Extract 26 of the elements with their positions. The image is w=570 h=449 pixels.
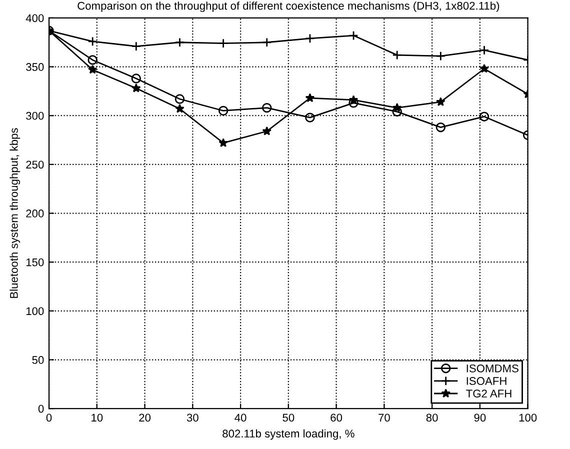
- x-tick-label: 0: [46, 414, 52, 422]
- x-tick-label: 90: [474, 414, 486, 422]
- legend-label: ISOAFH: [466, 377, 506, 385]
- legend-label: ISOMDMS: [466, 364, 518, 372]
- x-tick-label: 50: [282, 414, 294, 422]
- x-tick-label: 60: [330, 414, 342, 422]
- y-tick-label: 200: [26, 210, 44, 218]
- y-tick-label: 100: [26, 307, 44, 316]
- legend-label: TG2 AFH: [466, 390, 512, 398]
- x-axis-title: 802.11b system loading, %: [222, 429, 354, 440]
- y-tick-label: 150: [26, 258, 44, 266]
- y-tick-label: 350: [26, 63, 44, 71]
- y-axis-title: Bluetooth system throughput, kbps: [10, 128, 20, 298]
- y-tick-label: 300: [26, 112, 44, 120]
- y-tick-label: 0: [38, 404, 44, 413]
- x-tick-label: 100: [519, 414, 537, 422]
- y-tick-label: 250: [26, 160, 44, 169]
- chart-title: Comparison on the throughput of different coexistence mechanisms (DH3, 1x802.11b): [78, 2, 500, 12]
- x-tick-label: 80: [426, 414, 438, 422]
- y-tick-label: 400: [26, 14, 44, 22]
- x-tick-label: 40: [234, 414, 246, 422]
- x-tick-label: 70: [378, 414, 390, 422]
- y-tick-label: 50: [32, 356, 44, 364]
- x-tick-label: 20: [139, 414, 151, 422]
- x-tick-label: 10: [92, 414, 103, 422]
- x-tick-label: 30: [186, 414, 198, 422]
